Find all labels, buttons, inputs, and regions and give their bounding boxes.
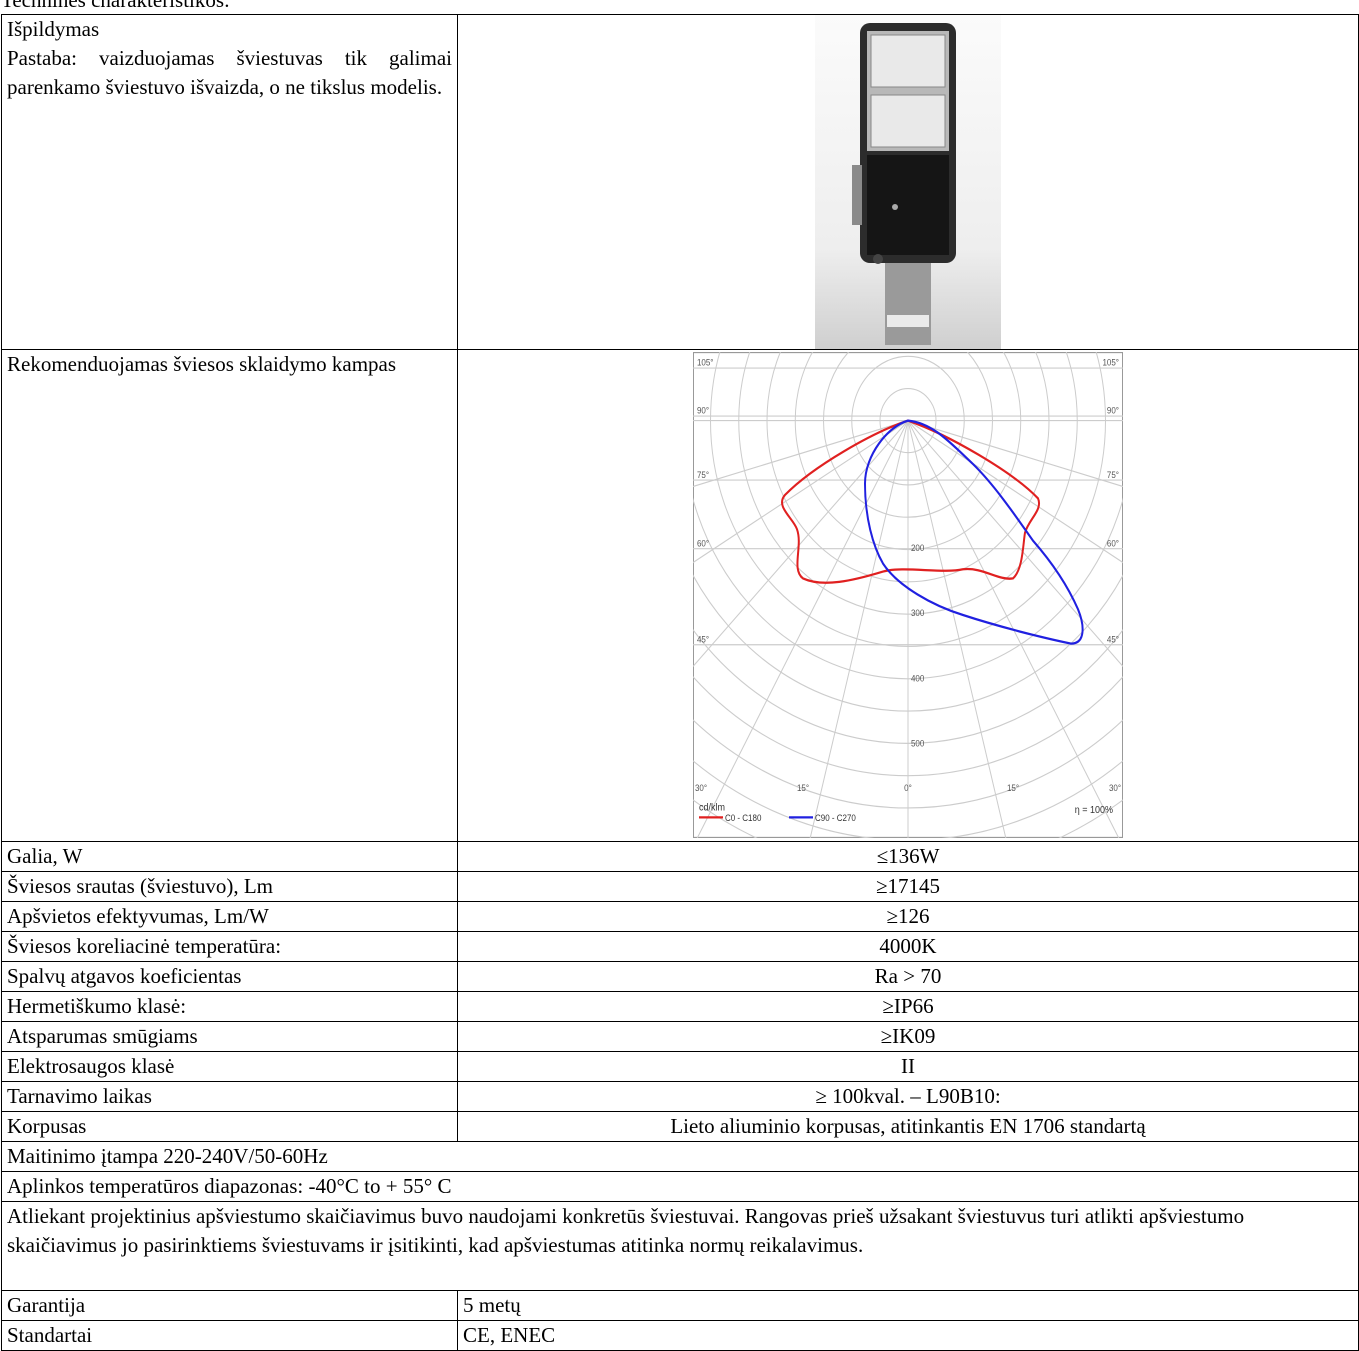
luminaire-photo (815, 15, 1001, 349)
angle-label: 30° (1109, 783, 1121, 794)
cell-value: ≥IK09 (458, 1022, 1359, 1052)
cell-value: ≥126 (458, 902, 1359, 932)
cell-label: Hermetiškumo klasė: (2, 992, 458, 1022)
cell-label: Garantija (2, 1291, 458, 1321)
cell (458, 15, 1359, 350)
unit-label: cd/klm (699, 802, 725, 814)
angle-label: 15° (797, 783, 809, 794)
cell-note: Pastaba: vaizduojamas šviestuvas tik gal… (7, 44, 452, 102)
spec-table: Išpildymas Pastaba: vaizduojamas šviestu… (1, 14, 1359, 1351)
page: Techninės charakteristikos: Išpildymas P… (0, 0, 1359, 1339)
cell-label: Šviesos srautas (šviestuvo), Lm (2, 872, 458, 902)
row: Aplinkos temperatūros diapazonas: -40°C … (2, 1172, 1359, 1202)
intensity-label: 200 (911, 542, 925, 553)
cell-label: Rekomenduojamas šviesos sklaidymo kampas (7, 350, 452, 379)
cell-label: Standartai (2, 1321, 458, 1351)
legend-label: C90 - C270 (815, 812, 856, 823)
cell-value: Lieto aliuminio korpusas, atitinkantis E… (458, 1112, 1359, 1142)
angle-label: 75° (1107, 469, 1119, 480)
heading: Techninės charakteristikos: (1, 0, 230, 15)
cell-value: ≥ 100kval. – L90B10: (458, 1082, 1359, 1112)
cell-value: Ra > 70 (458, 962, 1359, 992)
row: Šviesos srautas (šviestuvo), Lm≥17145 (2, 872, 1359, 902)
angle-label: 90° (697, 405, 709, 416)
cell-label: Atsparumas smūgiams (2, 1022, 458, 1052)
cell-value: ≥17145 (458, 872, 1359, 902)
cell-label: Apšvietos efektyvumas, Lm/W (2, 902, 458, 932)
cell-value: ≤136W (458, 842, 1359, 872)
row: Atsparumas smūgiams≥IK09 (2, 1022, 1359, 1052)
cell-label: Spalvų atgavos koeficientas (2, 962, 458, 992)
row: Išpildymas Pastaba: vaizduojamas šviestu… (2, 15, 1359, 350)
row: Galia, W≤136W (2, 842, 1359, 872)
intensity-label: 400 (911, 673, 925, 684)
row: Hermetiškumo klasė:≥IP66 (2, 992, 1359, 1022)
row: Apšvietos efektyvumas, Lm/W≥126 (2, 902, 1359, 932)
angle-label: 105° (697, 357, 714, 368)
cell: Išpildymas Pastaba: vaizduojamas šviestu… (2, 15, 458, 350)
angle-label: 90° (1107, 405, 1119, 416)
angle-label: 30° (695, 783, 707, 794)
angle-label: 60° (697, 538, 709, 549)
cell-text: Atliekant projektinius apšviestumo skaič… (2, 1202, 1359, 1291)
row: Maitinimo įtampa 220-240V/50-60Hz (2, 1142, 1359, 1172)
angle-label: 15° (1007, 783, 1019, 794)
row: Tarnavimo laikas≥ 100kval. – L90B10: (2, 1082, 1359, 1112)
legend-label: C0 - C180 (725, 812, 762, 823)
cell-value: 4000K (458, 932, 1359, 962)
angle-label: 105° (1102, 357, 1119, 368)
cell-label: Galia, W (2, 842, 458, 872)
angle-label: 45° (697, 634, 709, 645)
cell-value: II (458, 1052, 1359, 1082)
cell-label: Tarnavimo laikas (2, 1082, 458, 1112)
cell: 105° 105° 90° 90° 75° 75° 60° 60° 45° 45° 30° 15° 0°… (458, 350, 1359, 842)
cell-text: Maitinimo įtampa 220-240V/50-60Hz (2, 1142, 1359, 1172)
row: Atliekant projektinius apšviestumo skaič… (2, 1202, 1359, 1291)
intensity-label: 300 (911, 608, 925, 619)
cell-label: Korpusas (2, 1112, 458, 1142)
cell-label: Išpildymas (7, 15, 452, 44)
angle-label: 60° (1107, 538, 1119, 549)
angle-label: 0° (904, 783, 912, 794)
cell-label: Šviesos koreliacinė temperatūra: (2, 932, 458, 962)
cell-value: 5 metų (458, 1291, 1359, 1321)
cell-text: Aplinkos temperatūros diapazonas: -40°C … (2, 1172, 1359, 1202)
angle-label: 45° (1107, 634, 1119, 645)
row: Šviesos koreliacinė temperatūra:4000K (2, 932, 1359, 962)
cell: Rekomenduojamas šviesos sklaidymo kampas (2, 350, 458, 842)
cell-value: ≥IP66 (458, 992, 1359, 1022)
intensity-label: 500 (911, 738, 925, 749)
efficiency-label: η = 100% (1075, 804, 1114, 816)
cell-value: CE, ENEC (458, 1321, 1359, 1351)
cell-label: Elektrosaugos klasė (2, 1052, 458, 1082)
row: Rekomenduojamas šviesos sklaidymo kampas… (2, 350, 1359, 842)
polar-diagram: 105° 105° 90° 90° 75° 75° 60° 60° 45° 45° 30° 15° 0°… (693, 352, 1123, 838)
angle-label: 75° (697, 469, 709, 480)
